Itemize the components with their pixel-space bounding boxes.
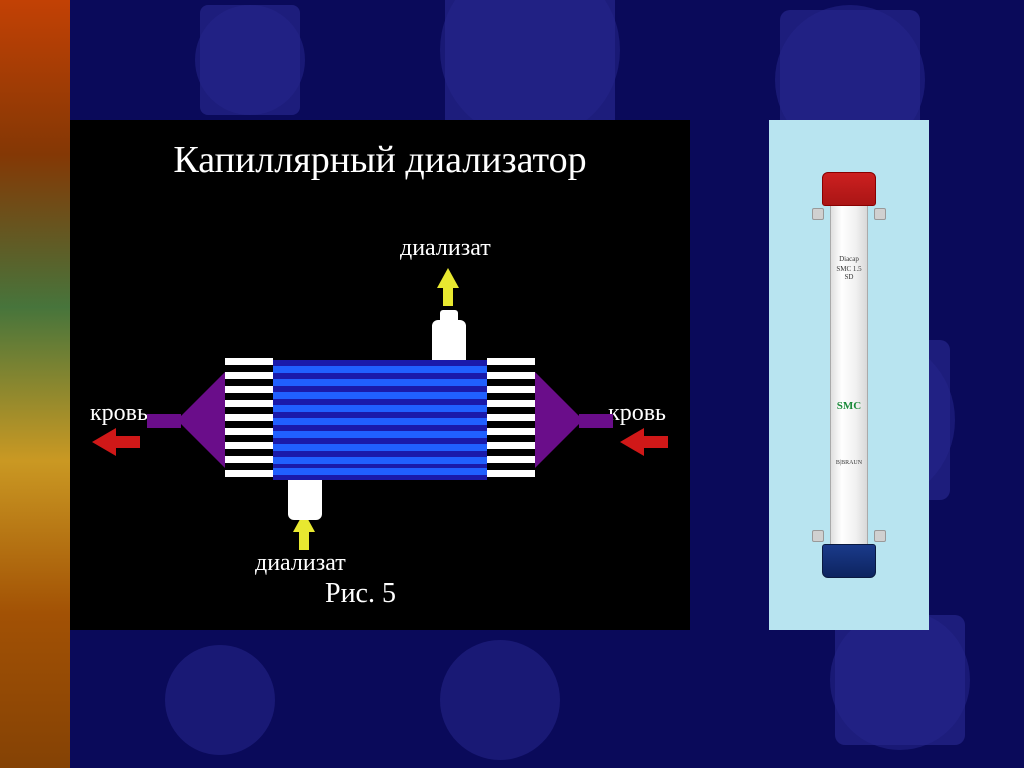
dialyzer-header-right: [487, 348, 535, 492]
dialyzer-photo: Diacap SMC 1.5 SD SMC B|BRAUN: [818, 160, 880, 590]
filter-brand-small-3: B|BRAUN: [832, 460, 866, 466]
arrow-blood-out-stem: [116, 436, 140, 448]
arrow-dialysate-out-stem: [443, 288, 453, 306]
dialyzer-cone-right: [535, 372, 583, 468]
filter-nozzle-bottom-right: [874, 530, 886, 542]
filter-brand-main: SMC: [832, 400, 866, 412]
port-dialysate-out-neck: [440, 310, 458, 326]
arrow-dialysate-in-stem: [299, 532, 309, 550]
diagram-caption: Рис. 5: [325, 578, 396, 610]
port-dialysate-out: [432, 320, 466, 360]
dialyzer-tube-left: [147, 414, 181, 428]
filter-nozzle-top-left: [812, 208, 824, 220]
diagram-title: Капиллярный диализатор: [70, 120, 690, 182]
arrow-blood-in-stem: [644, 436, 668, 448]
label-dialysate-bottom: диализат: [255, 550, 346, 577]
label-blood-left: кровь: [90, 400, 148, 427]
label-blood-right: кровь: [608, 400, 666, 427]
arrow-dialysate-out-icon: [437, 268, 459, 288]
filter-cap-top: [822, 172, 876, 206]
port-dialysate-in: [288, 480, 322, 520]
arrow-blood-in-icon: [620, 428, 644, 456]
filter-tube: [830, 200, 868, 550]
filter-brand-small-1: Diacap: [832, 255, 866, 263]
photo-panel: Diacap SMC 1.5 SD SMC B|BRAUN: [769, 120, 929, 630]
label-dialysate-top: диализат: [400, 235, 491, 262]
filter-nozzle-bottom-left: [812, 530, 824, 542]
filter-cap-bottom: [822, 544, 876, 578]
filter-brand-small-2: SMC 1.5 SD: [832, 265, 866, 281]
dialyzer-tube-right: [579, 414, 613, 428]
arrow-blood-out-icon: [92, 428, 116, 456]
dialyzer-cone-left: [177, 372, 225, 468]
filter-nozzle-top-right: [874, 208, 886, 220]
diagram-panel: Капиллярный диализатор кровь кровь диали…: [70, 120, 690, 630]
dialyzer-header-left: [225, 348, 273, 492]
